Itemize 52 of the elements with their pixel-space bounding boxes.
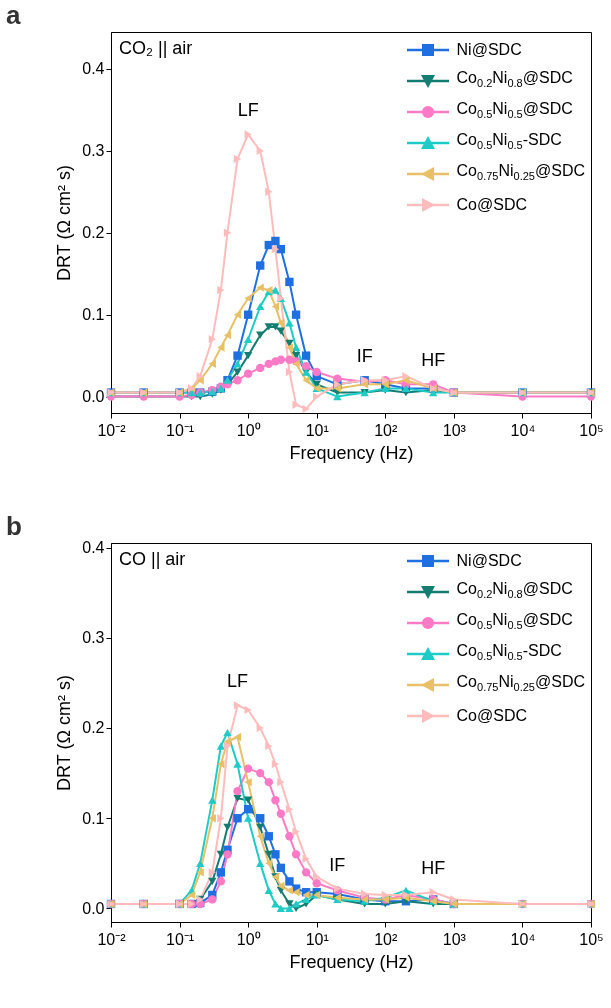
y-tick-label: 0.1 (81, 809, 105, 827)
x-tick-label: 10⁵ (578, 930, 604, 947)
legend-label: Co$_{0.5}$Ni$_{0.5}$-SDC (456, 640, 562, 665)
legend-label: Co$_{0.75}$Ni$_{0.25}$@SDC (456, 671, 585, 696)
legend-label: Co$_{0.5}$Ni$_{0.5}$@SDC (456, 98, 573, 123)
text: b (6, 511, 22, 542)
annotation: CO₂ || air (119, 38, 193, 59)
x-axis-title: Frequency (Hz) (288, 951, 414, 971)
annotation: HF (420, 857, 445, 878)
x-tick-label: 10⁰ (236, 930, 261, 947)
text: a (6, 0, 21, 31)
annotation: IF (328, 854, 345, 875)
legend-label: Co@SDC (456, 194, 528, 215)
legend-label: Ni@SDC (456, 39, 522, 60)
y-tick-label: 0.3 (81, 628, 105, 646)
y-axis-title: DRT (Ω cm² s) (53, 674, 74, 791)
x-tick-label: 10¹ (305, 930, 329, 947)
legend-label: Co$_{0.75}$Ni$_{0.25}$@SDC (456, 160, 585, 185)
x-tick-label: 10⁵ (578, 421, 604, 438)
y-tick-label: 0.0 (81, 899, 105, 917)
annotation: IF (356, 345, 373, 366)
x-tick-label: 10⁴ (510, 421, 535, 438)
legend-label: Co@SDC (456, 705, 528, 726)
x-tick-label: 10⁻¹ (165, 421, 194, 438)
x-tick-label: 10⁻² (96, 421, 126, 438)
x-tick-label: 10² (373, 930, 398, 947)
y-tick-label: 0.2 (81, 718, 105, 736)
y-tick-label: 0.4 (81, 59, 105, 77)
y-tick-label: 0.1 (81, 305, 105, 323)
x-tick-label: 10⁻² (96, 930, 126, 947)
x-tick-label: 10³ (442, 930, 467, 947)
x-tick-label: 10³ (442, 421, 467, 438)
y-tick-label: 0.4 (81, 538, 105, 556)
legend-label: Co$_{0.2}$Ni$_{0.8}$@SDC (456, 67, 573, 92)
x-tick-label: 10⁰ (236, 421, 261, 438)
annotation: LF (237, 99, 259, 120)
y-axis-title: DRT (Ω cm² s) (53, 164, 74, 281)
x-tick-label: 10⁻¹ (165, 930, 194, 947)
annotation: HF (420, 349, 445, 370)
legend-label: Co$_{0.5}$Ni$_{0.5}$@SDC (456, 609, 573, 634)
y-tick-label: 0.2 (81, 223, 105, 241)
legend-label: Ni@SDC (456, 550, 522, 571)
annotation: CO || air (119, 549, 186, 570)
x-axis-title: Frequency (Hz) (288, 442, 414, 462)
x-tick-label: 10⁴ (510, 930, 535, 947)
x-tick-label: 10¹ (305, 421, 329, 438)
x-tick-label: 10² (373, 421, 398, 438)
y-tick-label: 0.0 (81, 387, 105, 405)
legend-label: Co$_{0.2}$Ni$_{0.8}$@SDC (456, 578, 573, 603)
legend-label: Co$_{0.5}$Ni$_{0.5}$-SDC (456, 129, 562, 154)
y-tick-label: 0.3 (81, 141, 105, 159)
annotation: LF (226, 670, 248, 691)
